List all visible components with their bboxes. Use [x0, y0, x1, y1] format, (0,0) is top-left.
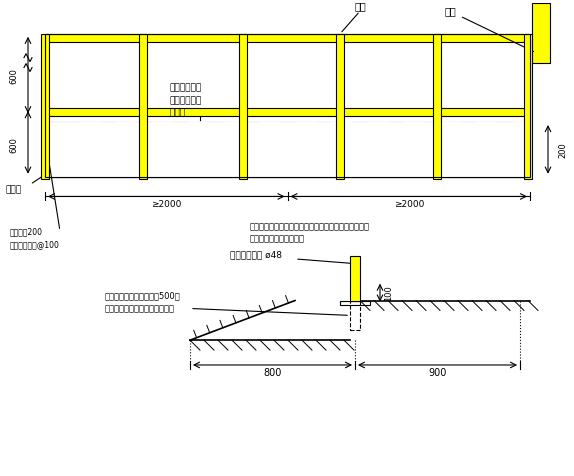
Polygon shape — [63, 123, 136, 177]
Bar — [433, 35, 441, 179]
Bar — [350, 257, 360, 301]
Text: 200: 200 — [558, 142, 567, 158]
Polygon shape — [387, 123, 460, 177]
Bar — [139, 35, 147, 179]
Polygon shape — [495, 123, 568, 177]
Text: 注：基坑临边防护除用钢管作栏杆外还要用密目网或网
眉板（多层板）做挡板。: 注：基坑临边防护除用钢管作栏杆外还要用密目网或网 眉板（多层板）做挡板。 — [250, 222, 370, 243]
Text: 自地杆: 自地杆 — [5, 185, 21, 194]
Text: 打入土层深度要求不小于500，
若无法打入则以其它方法固定。: 打入土层深度要求不小于500， 若无法打入则以其它方法固定。 — [105, 291, 181, 312]
Bar — [239, 35, 247, 179]
Text: 900: 900 — [428, 367, 447, 377]
Polygon shape — [279, 123, 352, 177]
Polygon shape — [351, 123, 424, 177]
Polygon shape — [135, 123, 208, 177]
Text: 栏杆: 栏杆 — [355, 1, 367, 11]
Polygon shape — [171, 123, 244, 177]
Bar — [532, 4, 550, 63]
Bar — [45, 35, 530, 177]
Text: 600: 600 — [10, 68, 18, 84]
Bar — [524, 35, 532, 179]
Polygon shape — [243, 123, 316, 177]
Text: 600: 600 — [10, 137, 18, 153]
Bar — [336, 35, 344, 179]
Text: 100: 100 — [384, 285, 393, 301]
Polygon shape — [459, 123, 532, 177]
Text: 800: 800 — [263, 367, 282, 377]
Text: 立杆: 立杆 — [445, 6, 457, 16]
Bar — [350, 301, 360, 331]
Text: ≥2000: ≥2000 — [151, 200, 181, 209]
Polygon shape — [315, 123, 388, 177]
Polygon shape — [423, 123, 496, 177]
Bar — [340, 301, 370, 305]
Bar — [45, 123, 530, 177]
Bar — [45, 123, 530, 177]
Bar — [45, 35, 530, 43]
Text: 钢管直径均为 ø48: 钢管直径均为 ø48 — [230, 249, 282, 258]
Polygon shape — [99, 123, 172, 177]
Bar — [41, 35, 49, 179]
Text: ≥2000: ≥2000 — [394, 200, 424, 209]
Polygon shape — [27, 123, 100, 177]
Polygon shape — [207, 123, 280, 177]
Polygon shape — [531, 123, 574, 177]
Bar — [45, 109, 530, 117]
Text: 网眉板宽200
紧夹螺栓间距@100: 网眉板宽200 紧夹螺栓间距@100 — [10, 227, 60, 248]
Text: 网眉板可采用
多层板或竹胶
板制作: 网眉板可采用 多层板或竹胶 板制作 — [170, 83, 202, 117]
